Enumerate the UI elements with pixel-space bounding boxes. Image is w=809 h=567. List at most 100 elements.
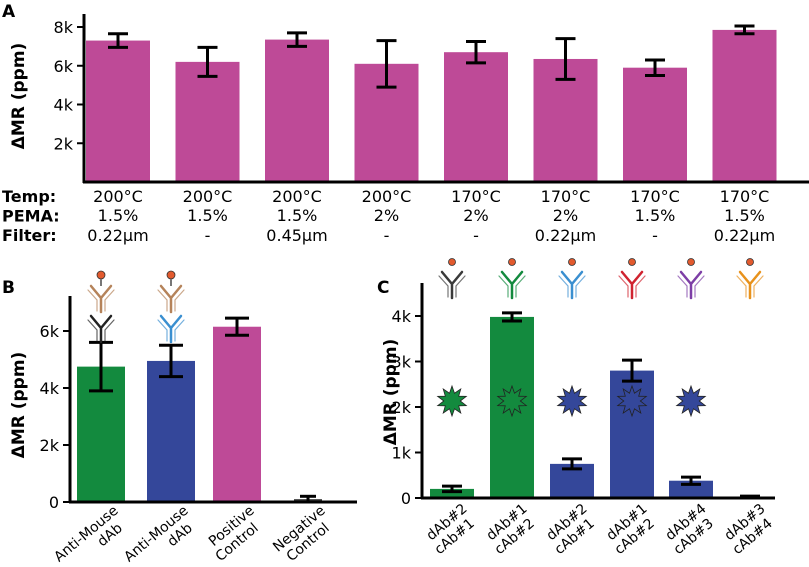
bar — [623, 67, 687, 182]
bar — [265, 39, 329, 182]
y-tick-label: 6k — [54, 57, 74, 76]
condition-temp: 170°C — [541, 187, 591, 206]
y-tick-label: 1k — [392, 444, 412, 463]
panel-label-c: C — [377, 278, 389, 298]
label-dot — [687, 258, 695, 266]
y-axis-label: ΔMR (ppm) — [9, 43, 29, 150]
y-axis-label: ΔMR (ppm) — [381, 339, 401, 446]
panel-label-b: B — [2, 278, 15, 298]
antibody-chains — [87, 289, 115, 312]
bar — [430, 488, 474, 498]
y-tick-label: 2k — [40, 436, 60, 455]
detection-antibody-icon — [558, 270, 586, 300]
antibody-chains — [87, 319, 115, 342]
label-dot — [568, 258, 576, 266]
condition-temp: 170°C — [630, 187, 680, 206]
y-axis-label: ΔMR (ppm) — [9, 352, 29, 459]
y-tick-label: 0 — [401, 489, 411, 508]
bar — [213, 326, 261, 502]
capture-antibody-icon — [87, 314, 115, 344]
detection-antibody-icon — [736, 270, 764, 300]
condition-temp: 170°C — [451, 187, 501, 206]
antibody-chains — [677, 275, 705, 298]
condition-filter: - — [384, 226, 390, 245]
bar — [712, 29, 777, 182]
y-tick-label: 2k — [54, 134, 74, 153]
antibody-arms — [440, 270, 464, 300]
label-dot — [628, 258, 636, 266]
y-tick-label: 4k — [392, 307, 412, 326]
condition-pema: 2% — [553, 206, 578, 225]
label-dot — [746, 258, 754, 266]
antigen-starburst-icon — [616, 384, 648, 418]
antigen-starburst-icon — [556, 384, 588, 418]
condition-temp: 170°C — [720, 187, 770, 206]
condition-filter: - — [473, 226, 479, 245]
bar — [147, 360, 195, 502]
label-dot — [448, 258, 456, 266]
y-tick-label: 0 — [49, 493, 59, 512]
antigen-starburst-icon — [436, 384, 468, 418]
condition-pema: 1.5% — [187, 206, 228, 225]
antibody-chains — [736, 275, 764, 298]
panel-label-a: A — [2, 2, 16, 22]
panel-b: B ΔMR (ppm) 0 2k 4k 6k Anti-MousedAbAnti-Mouse… — [2, 270, 357, 566]
condition-filter: - — [205, 226, 211, 245]
capture-antibody-icon — [157, 314, 185, 344]
detection-antibody-icon — [618, 270, 646, 300]
bar — [444, 52, 508, 182]
antibody-arms — [620, 270, 644, 300]
condition-temp: 200°C — [362, 187, 412, 206]
row-label: Temp: — [2, 187, 56, 206]
detection-antibody-icon — [438, 270, 466, 300]
y-tick-label: 8k — [54, 18, 74, 37]
condition-pema: 1.5% — [98, 206, 139, 225]
condition-filter: 0.45µm — [266, 226, 327, 245]
detection-antibody-icon — [498, 270, 526, 300]
condition-filter: 0.22µm — [535, 226, 596, 245]
antibody-arms — [159, 314, 183, 344]
bar — [669, 480, 713, 498]
antigen-starburst-icon — [675, 384, 707, 418]
bar — [175, 61, 240, 182]
condition-temp: 200°C — [272, 187, 322, 206]
detection-antibody-icon — [677, 270, 705, 300]
row-label: Filter: — [2, 226, 57, 245]
label-dot — [96, 270, 106, 280]
condition-pema: 1.5% — [635, 206, 676, 225]
antibody-chains — [498, 275, 526, 298]
condition-pema: 1.5% — [724, 206, 765, 225]
condition-filter: 0.22µm — [714, 226, 775, 245]
label-dot — [508, 258, 516, 266]
y-tick-label: 2k — [392, 398, 412, 417]
condition-pema: 1.5% — [277, 206, 318, 225]
antibody-arms — [560, 270, 584, 300]
condition-temp: 200°C — [93, 187, 143, 206]
y-tick-label: 6k — [40, 322, 60, 341]
antibody-chains — [157, 289, 185, 312]
row-label: PEMA: — [2, 207, 60, 226]
y-tick-label: 4k — [54, 96, 74, 115]
bar — [86, 40, 150, 182]
antibody-arms — [159, 284, 183, 314]
y-tick-label: 4k — [40, 379, 60, 398]
anti-mouse-antibody-icon — [87, 284, 115, 314]
condition-temp: 200°C — [183, 187, 233, 206]
antibody-chains — [618, 275, 646, 298]
antibody-chains — [558, 275, 586, 298]
anti-mouse-antibody-icon — [157, 284, 185, 314]
y-tick-label: 3k — [392, 353, 412, 372]
antibody-arms — [89, 284, 113, 314]
antigen-starburst-icon — [496, 384, 528, 418]
